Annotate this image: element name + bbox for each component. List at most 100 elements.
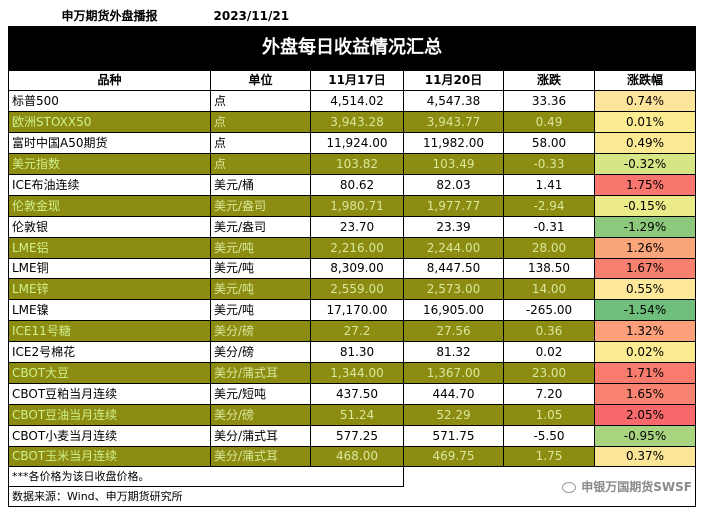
unit-cell: 美元/桶 [210, 173, 311, 196]
table-row: CBOT小麦当月连续 美分/蒲式耳 577.25 571.75 -5.50 -0.95% [8, 424, 696, 447]
table-row: CBOT大豆 美分/蒲式耳 1,344.00 1,367.00 23.00 1.71% [8, 361, 696, 384]
table-row: 美元指数点 103.82 103.49 -0.33 -0.32% [8, 153, 696, 175]
change-pct-cell: 0.55% [594, 278, 696, 301]
table-row: LME铝 美元/吨 2,216.00 2,244.00 28.00 1.26% [8, 236, 696, 259]
product-name-cell: 伦敦金现 [8, 194, 211, 217]
unit-cell: 点 [210, 132, 311, 155]
product-name-cell: CBOT玉米当月连续 [8, 445, 211, 468]
price-date1-cell: 2,559.00 [310, 278, 404, 301]
change-cell: 0.49 [503, 111, 595, 134]
table-row: ICE2号棉花 美分/磅 81.30 81.32 0.02 0.02% [8, 341, 696, 363]
price-date1-cell: 4,514.02 [310, 90, 404, 113]
price-date1-cell: 437.50 [310, 382, 404, 405]
wechat-icon [562, 481, 577, 493]
change-cell: 28.00 [503, 236, 595, 259]
change-cell: 1.75 [503, 445, 595, 468]
change-pct-cell: 1.71% [594, 361, 696, 384]
change-cell: 14.00 [503, 278, 595, 301]
unit-cell: 美分/蒲式耳 [210, 361, 311, 384]
change-pct-cell: 0.37% [594, 445, 696, 468]
table-row: ICE11号糖 美分/磅 27.2 27.56 0.36 1.32% [8, 320, 696, 343]
price-date2-cell: 82.03 [403, 173, 504, 196]
price-date1-cell: 103.82 [310, 153, 404, 175]
table-row: ICE布油连续 美元/桶 80.62 82.03 1.41 1.75% [8, 173, 696, 196]
table-row: 标普500 点 4,514.02 4,547.38 33.36 0.74% [8, 90, 696, 113]
change-pct-cell: 1.75% [594, 173, 696, 196]
col-header-product: 品种 [8, 69, 211, 92]
change-pct-cell: 1.32% [594, 320, 696, 343]
product-name-cell: LME铝 [8, 236, 211, 259]
report-date: 2023/11/21 [213, 8, 290, 23]
product-name-cell: ICE布油连续 [8, 173, 211, 196]
change-pct-cell: -1.29% [594, 215, 696, 238]
unit-cell: 点 [210, 153, 311, 175]
unit-cell: 美分/磅 [210, 320, 311, 343]
price-date1-cell: 17,170.00 [310, 299, 404, 322]
change-pct-cell: 1.65% [594, 382, 696, 405]
unit-cell: 美元/盎司 [210, 194, 311, 217]
col-header-change: 涨跌 [503, 69, 595, 92]
price-date2-cell: 27.56 [403, 320, 504, 343]
change-pct-cell: 2.05% [594, 403, 696, 426]
product-name-cell: ICE2号棉花 [8, 341, 211, 363]
unit-cell: 美元/盎司 [210, 215, 311, 238]
change-pct-cell: -0.95% [594, 424, 696, 447]
unit-cell: 美分/磅 [210, 403, 311, 426]
change-pct-cell: 1.26% [594, 236, 696, 259]
banner-row: 申万期货外盘播报 2023/11/21 [9, 6, 696, 26]
price-date1-cell: 23.70 [310, 215, 404, 238]
unit-cell: 点 [210, 90, 311, 113]
change-cell: -2.94 [503, 194, 595, 217]
product-name-cell: LME铜 [8, 257, 211, 280]
price-date2-cell: 444.70 [403, 382, 504, 405]
col-header-change-pct: 涨跌幅 [594, 69, 696, 92]
price-date2-cell: 1,367.00 [403, 361, 504, 384]
unit-cell: 美分/蒲式耳 [210, 424, 311, 447]
price-date1-cell: 51.24 [310, 403, 404, 426]
product-name-cell: 伦敦银 [8, 215, 211, 238]
change-pct-cell: 0.02% [594, 341, 696, 363]
product-name-cell: LME锌 [8, 278, 211, 301]
change-cell: 33.36 [503, 90, 595, 113]
change-cell: 1.41 [503, 173, 595, 196]
footnote-text: ***各价格为该日收盘价格。 [8, 466, 404, 487]
price-date1-cell: 3,943.28 [310, 111, 404, 134]
price-date1-cell: 80.62 [310, 173, 404, 196]
col-header-date1: 11月17日 [310, 69, 404, 92]
price-date2-cell: 81.32 [403, 341, 504, 363]
price-date2-cell: 1,977.77 [403, 194, 504, 217]
price-date1-cell: 11,924.00 [310, 132, 404, 155]
unit-cell: 点 [210, 111, 311, 134]
change-cell: 58.00 [503, 132, 595, 155]
unit-cell: 美元/吨 [210, 257, 311, 280]
unit-cell: 美元/吨 [210, 299, 311, 322]
change-cell: 138.50 [503, 257, 595, 280]
price-date1-cell: 81.30 [310, 341, 404, 363]
price-date2-cell: 23.39 [403, 215, 504, 238]
title-row: 外盘每日收益情况汇总 [8, 25, 696, 71]
price-date2-cell: 2,573.00 [403, 278, 504, 301]
col-header-date2: 11月20日 [403, 69, 504, 92]
change-pct-cell: 1.67% [594, 257, 696, 280]
table-title: 外盘每日收益情况汇总 [8, 25, 696, 71]
unit-cell: 美元/短吨 [210, 382, 311, 405]
table-row: LME铜 美元/吨 8,309.00 8,447.50 138.50 1.67% [8, 257, 696, 280]
price-date2-cell: 4,547.38 [403, 90, 504, 113]
product-name-cell: CBOT豆油当月连续 [8, 403, 211, 426]
table-row: LME锌 美元/吨 2,559.00 2,573.00 14.00 0.55% [8, 278, 696, 301]
price-date2-cell: 8,447.50 [403, 257, 504, 280]
change-cell: 0.36 [503, 320, 595, 343]
unit-cell: 美分/磅 [210, 341, 311, 363]
price-date1-cell: 1,344.00 [310, 361, 404, 384]
table-row: LME镍 美元/吨 17,170.00 16,905.00 -265.00 -1.54% [8, 299, 696, 322]
change-cell: -265.00 [503, 299, 595, 322]
price-date2-cell: 469.75 [403, 445, 504, 468]
change-pct-cell: 0.49% [594, 132, 696, 155]
change-cell: -5.50 [503, 424, 595, 447]
header-row: 品种 单位 11月17日 11月20日 涨跌 涨跌幅 [8, 69, 696, 92]
futures-summary-table: 申万期货外盘播报 2023/11/21 外盘每日收益情况汇总 品种 单位 11月… [8, 6, 696, 508]
watermark: 申银万国期货SWSF [403, 466, 696, 508]
report-sheet: 申万期货外盘播报 2023/11/21 外盘每日收益情况汇总 品种 单位 11月… [8, 6, 696, 510]
product-name-cell: CBOT小麦当月连续 [8, 424, 211, 447]
table-row: 伦敦金现 美元/盎司 1,980.71 1,977.77 -2.94 -0.15% [8, 194, 696, 217]
